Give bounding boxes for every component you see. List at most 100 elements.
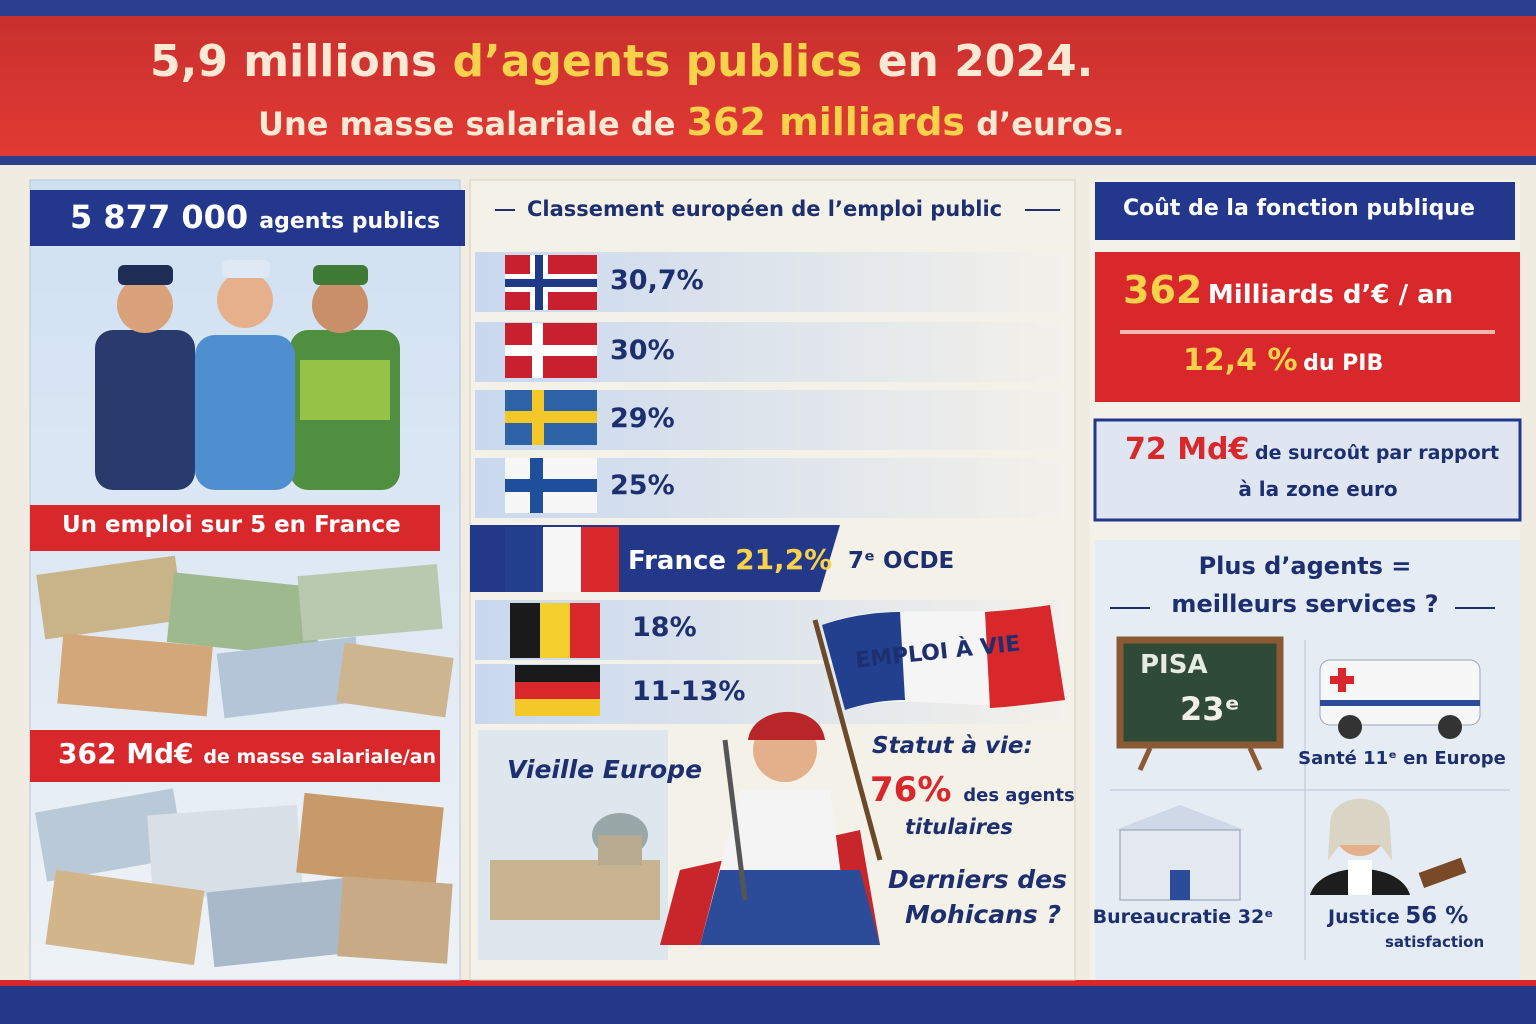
dress-skirt <box>700 870 880 945</box>
banknote <box>45 869 205 966</box>
marianne <box>660 605 1065 945</box>
row-value: 25% <box>610 470 675 501</box>
main-title: 5,9 millions d’agents publics en 2024. <box>150 36 1093 87</box>
services-panel <box>1095 540 1520 980</box>
flag-stripe <box>543 527 581 592</box>
flag-stripe <box>515 665 600 682</box>
status-title: Statut à vie: <box>872 733 1033 759</box>
flag-stripe <box>505 527 543 592</box>
old-europe-label: Vieille Europe <box>507 755 703 784</box>
gdp-line: 12,4 % du PIB <box>1183 343 1383 378</box>
justice-number: 56 % <box>1405 903 1469 929</box>
soldier-cap <box>313 265 368 285</box>
france-rank: 7ᵉ OCDE <box>848 548 955 574</box>
header-band <box>0 16 1536 156</box>
banknote <box>34 788 186 882</box>
cost-banner <box>1095 182 1515 240</box>
cost-box <box>1095 252 1520 402</box>
roof <box>1115 805 1245 830</box>
nurse-cap <box>222 260 270 278</box>
row-value: 29% <box>610 403 675 434</box>
banknote <box>147 804 303 901</box>
payroll-banner <box>30 730 440 782</box>
door <box>1170 870 1190 900</box>
status-label-1: des agents <box>963 785 1075 806</box>
money-pile-2 <box>34 788 453 968</box>
cost-label: Milliards d’€ / an <box>1207 280 1454 310</box>
banknote <box>57 633 213 717</box>
banner-flag-red <box>985 605 1065 708</box>
board-leg <box>1137 746 1153 772</box>
banknote <box>296 792 444 888</box>
services-question-2: meilleurs services ? <box>1171 590 1439 618</box>
board <box>1116 636 1284 749</box>
banknote <box>36 555 184 640</box>
flag-stripe <box>510 603 540 658</box>
chalkboard <box>1116 636 1284 772</box>
france-value: 21,2% <box>735 543 833 576</box>
pisa-label: PISA <box>1140 650 1208 680</box>
spear <box>722 739 748 901</box>
flag-belgium <box>510 603 600 658</box>
subtitle-highlight: 362 milliards <box>686 100 966 144</box>
question-line-2: Mohicans ? <box>905 900 1061 929</box>
banknote <box>166 572 324 658</box>
agents-number: 5 877 000 <box>70 198 249 236</box>
flag-pole <box>812 619 883 861</box>
ambulance <box>1319 659 1481 739</box>
soldier-vest <box>300 360 390 420</box>
payroll-text: 362 Md€ de masse salariale/an <box>58 737 436 770</box>
row-value: 30% <box>610 335 675 366</box>
row-value: 18% <box>632 612 697 643</box>
wheel <box>1338 715 1362 739</box>
judge <box>1310 798 1467 895</box>
gdp-label: du PIB <box>1303 351 1384 376</box>
services-question-1: Plus d’agents = <box>1198 552 1412 580</box>
surcout-line: 72 Md€ de surcoût par rapport <box>1125 432 1499 467</box>
gdp-number: 12,4 % <box>1183 343 1298 378</box>
cost-line: 362 Milliards d’€ / an <box>1123 268 1453 312</box>
banknote <box>216 636 364 719</box>
share-text: Un emploi sur 5 en France <box>62 512 401 538</box>
flag-finland <box>505 458 597 513</box>
red-cross <box>1330 676 1354 684</box>
status-line: 76% des agents <box>870 770 1075 810</box>
subtitle: Une masse salariale de 362 milliards d’e… <box>258 100 1125 144</box>
agents-label: agents publics <box>259 209 441 234</box>
title-highlight: d’agents publics <box>452 36 863 87</box>
justice-line: Justice 56 % <box>1328 903 1468 929</box>
flag-cross <box>505 345 597 356</box>
status-label-2: titulaires <box>905 815 1013 839</box>
agents-count: 5 877 000 agents publics <box>70 198 440 236</box>
payroll-number: 362 Md€ <box>58 737 194 770</box>
cost-divider <box>1120 330 1495 334</box>
nurse-body <box>195 335 295 490</box>
status-number: 76% <box>870 770 952 810</box>
pisa-rank: 23ᵉ <box>1180 690 1240 728</box>
france-label: France <box>628 546 727 576</box>
nurse-head <box>217 272 273 328</box>
police-head <box>117 277 173 333</box>
surcout-number: 72 Md€ <box>1125 432 1250 467</box>
flag-cross <box>505 279 597 287</box>
justice-sub: satisfaction <box>1385 933 1485 951</box>
agents-banner <box>30 190 465 246</box>
question-line-1: Derniers des <box>888 865 1068 894</box>
wig <box>1328 798 1392 860</box>
flag-sweden <box>505 390 597 445</box>
agents-illustration <box>95 260 400 490</box>
flag-denmark <box>505 323 597 378</box>
phrygian-cap <box>748 711 825 740</box>
flag-stripe <box>515 682 600 699</box>
flag-germany <box>515 665 600 716</box>
health-rank: Santé 11ᵉ en Europe <box>1298 748 1506 769</box>
flag-stripe <box>581 527 619 592</box>
cost-number: 362 <box>1123 268 1203 312</box>
bureaucracy-rank: Bureaucratie 32ᵉ <box>1092 906 1274 928</box>
flag-france <box>505 527 619 592</box>
soldier-head <box>312 277 368 333</box>
share-banner <box>30 505 440 551</box>
building <box>1115 805 1245 901</box>
